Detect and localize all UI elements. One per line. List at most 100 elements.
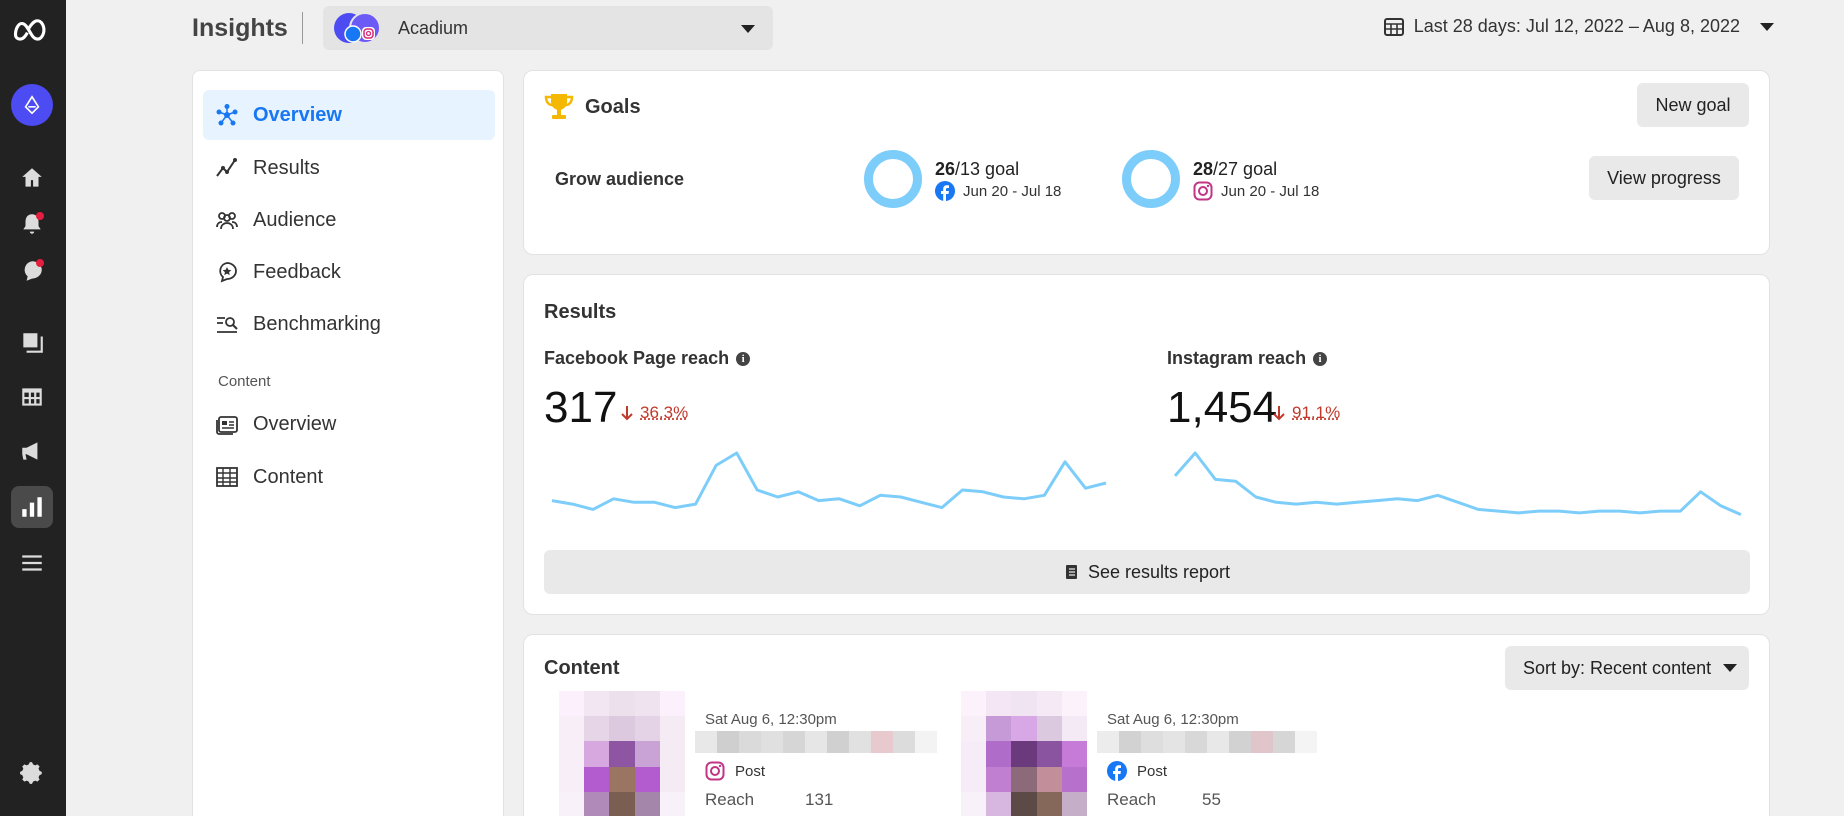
- chevron-down-icon: [1723, 664, 1737, 672]
- notification-dot: [36, 212, 44, 220]
- sidebar-item-label: Overview: [253, 104, 342, 127]
- results-title: Results: [544, 301, 616, 324]
- post-type-label: Post: [735, 763, 765, 780]
- sidebar-item-label: Benchmarking: [253, 313, 381, 336]
- messages-dot: [36, 259, 44, 267]
- arrow-down-icon: [620, 405, 634, 421]
- ads-icon[interactable]: [11, 430, 53, 472]
- sparkline-series: [552, 453, 1106, 509]
- facebook-goal-ring: [864, 150, 922, 208]
- facebook-reach-label-text: Facebook Page reach: [544, 348, 729, 369]
- account-selector[interactable]: Acadium: [323, 6, 773, 50]
- instagram-reach-delta-text: 91.1%: [1292, 403, 1340, 423]
- facebook-icon: [935, 181, 955, 201]
- post-reach-label: Reach: [705, 790, 754, 810]
- account-avatars-icon: [333, 12, 383, 44]
- instagram-icon: [705, 761, 725, 781]
- instagram-goal-ring: [1122, 150, 1180, 208]
- facebook-goal-target: /13 goal: [955, 159, 1019, 179]
- facebook-reach-delta-text: 36.3%: [640, 403, 688, 423]
- meta-logo-icon[interactable]: [9, 8, 55, 50]
- new-goal-button[interactable]: New goal: [1637, 83, 1749, 127]
- facebook-reach-value: 317: [544, 383, 617, 433]
- sparkline-series: [1175, 453, 1741, 515]
- sidebar-item-content-overview[interactable]: Overview: [203, 399, 495, 449]
- sidebar-item-feedback[interactable]: Feedback: [203, 247, 495, 297]
- sort-label: Sort by: Recent content: [1523, 658, 1711, 679]
- results-icon: [215, 156, 239, 180]
- arrow-down-icon: [1272, 405, 1286, 421]
- sidebar-item-label: Feedback: [253, 261, 341, 284]
- see-results-report-button[interactable]: See results report: [544, 550, 1750, 594]
- top-bar: Insights Acadium Last 28 days: Jul 12, 2…: [192, 0, 1844, 56]
- home-icon[interactable]: [11, 157, 53, 199]
- table-icon: [215, 465, 239, 489]
- facebook-goal-text: 26/13 goal: [935, 159, 1019, 180]
- goals-card: Goals New goal Grow audience 26/13 goal …: [523, 70, 1770, 255]
- report-icon: [1064, 564, 1078, 580]
- content-overview-icon: [215, 412, 239, 436]
- sidebar-item-audience[interactable]: Audience: [203, 195, 495, 245]
- facebook-goal-value: 26: [935, 159, 955, 179]
- settings-icon[interactable]: [11, 752, 53, 794]
- notifications-icon[interactable]: [11, 203, 53, 245]
- feedback-icon: [215, 260, 239, 284]
- info-icon[interactable]: i: [1313, 352, 1327, 366]
- sidebar-item-label: Content: [253, 466, 323, 489]
- facebook-reach-sparkline: [544, 440, 1114, 540]
- insights-icon[interactable]: [11, 486, 53, 528]
- sidebar-item-label: Results: [253, 157, 320, 180]
- facebook-reach-label: Facebook Page reach i: [544, 348, 750, 369]
- page-avatar[interactable]: [11, 84, 53, 126]
- instagram-goal-text: 28/27 goal: [1193, 159, 1277, 180]
- post-reach-value: 131: [805, 790, 833, 810]
- date-range-picker[interactable]: Last 28 days: Jul 12, 2022 – Aug 8, 2022: [1384, 16, 1774, 37]
- messages-icon[interactable]: [11, 250, 53, 292]
- global-nav-rail: [0, 0, 66, 816]
- post-reach-label: Reach: [1107, 790, 1156, 810]
- instagram-reach-delta: 91.1%: [1272, 403, 1340, 423]
- post-caption-blurred: [695, 731, 937, 753]
- info-icon[interactable]: i: [736, 352, 750, 366]
- view-progress-button[interactable]: View progress: [1589, 156, 1739, 200]
- post-date: Sat Aug 6, 12:30pm: [705, 711, 837, 728]
- content-card: Content Sort by: Recent content Sat Aug …: [523, 634, 1770, 816]
- trophy-icon: [544, 91, 574, 121]
- content-title: Content: [544, 657, 620, 680]
- posts-icon[interactable]: [11, 322, 53, 364]
- sidebar-item-content[interactable]: Content: [203, 452, 495, 502]
- instagram-reach-sparkline: [1167, 440, 1749, 540]
- instagram-goal-value: 28: [1193, 159, 1213, 179]
- goal-name: Grow audience: [555, 169, 684, 190]
- see-results-report-label: See results report: [1088, 562, 1230, 583]
- sidebar-item-benchmarking[interactable]: Benchmarking: [203, 299, 495, 349]
- insights-sidebar: Overview Results Audience Feedback Bench…: [192, 70, 504, 816]
- sidebar-item-label: Audience: [253, 209, 336, 232]
- account-name: Acadium: [398, 18, 468, 39]
- facebook-icon: [1107, 761, 1127, 781]
- planner-icon[interactable]: [11, 376, 53, 418]
- post-date: Sat Aug 6, 12:30pm: [1107, 711, 1239, 728]
- post-type-label: Post: [1137, 763, 1167, 780]
- sidebar-section-content: Content: [218, 373, 271, 390]
- overview-icon: [215, 103, 239, 127]
- instagram-icon: [1193, 181, 1213, 201]
- post-thumbnail[interactable]: [559, 691, 685, 816]
- facebook-reach-delta: 36.3%: [620, 403, 688, 423]
- post-caption-blurred: [1097, 731, 1317, 753]
- instagram-goal-target: /27 goal: [1213, 159, 1277, 179]
- instagram-reach-label-text: Instagram reach: [1167, 348, 1306, 369]
- date-range-label: Last 28 days: Jul 12, 2022 – Aug 8, 2022: [1414, 16, 1740, 37]
- post-thumbnail[interactable]: [961, 691, 1087, 816]
- instagram-goal-dates: Jun 20 - Jul 18: [1193, 181, 1319, 201]
- audience-icon: [215, 208, 239, 232]
- post-reach-value: 55: [1202, 790, 1221, 810]
- facebook-goal-dates: Jun 20 - Jul 18: [935, 181, 1061, 201]
- menu-icon[interactable]: [11, 542, 53, 584]
- sidebar-item-overview[interactable]: Overview: [203, 90, 495, 140]
- benchmarking-icon: [215, 312, 239, 336]
- sidebar-item-results[interactable]: Results: [203, 143, 495, 193]
- goals-title: Goals: [585, 96, 641, 119]
- chevron-down-icon: [741, 25, 755, 33]
- sort-dropdown[interactable]: Sort by: Recent content: [1505, 646, 1749, 690]
